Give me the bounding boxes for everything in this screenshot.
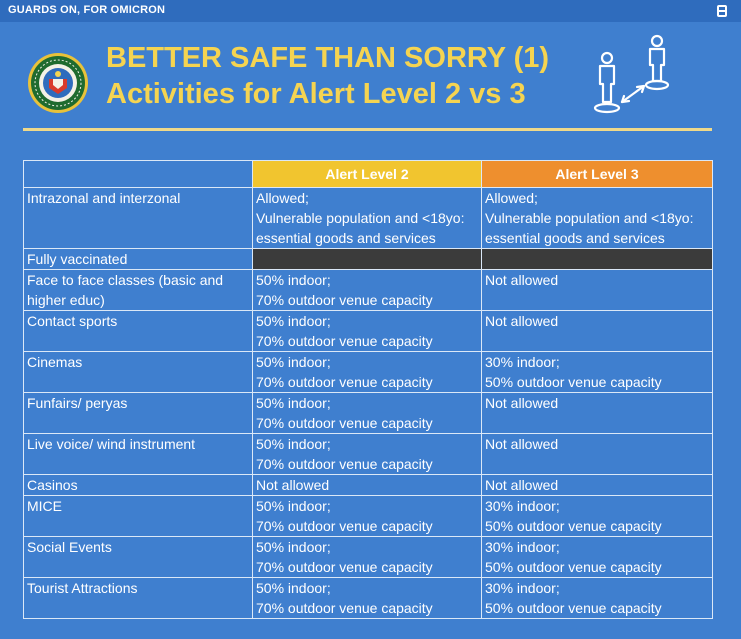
- activity-cell: Casinos: [23, 474, 253, 496]
- alert2-cell: 50% indoor; 70% outdoor venue capacity: [252, 269, 482, 311]
- alert3-cell: Not allowed: [481, 269, 713, 311]
- page-title: BETTER SAFE THAN SORRY (1) Activities fo…: [106, 40, 549, 112]
- corner-logo-icon: [717, 5, 727, 17]
- alert2-cell: [252, 248, 482, 270]
- activity-cell: Fully vaccinated: [23, 248, 253, 270]
- table-row: Face to face classes (basic and higher e…: [23, 269, 713, 311]
- alert2-cell: 50% indoor; 70% outdoor venue capacity: [252, 536, 482, 578]
- alert3-cell: 30% indoor; 50% outdoor venue capacity: [481, 536, 713, 578]
- top-bar: GUARDS ON, FOR OMICRON: [0, 0, 741, 22]
- campaign-tag: GUARDS ON, FOR OMICRON: [8, 4, 166, 16]
- alert2-cell: 50% indoor; 70% outdoor venue capacity: [252, 495, 482, 537]
- activity-cell: Contact sports: [23, 310, 253, 352]
- alert2-cell: 50% indoor; 70% outdoor venue capacity: [252, 310, 482, 352]
- activity-cell: Cinemas: [23, 351, 253, 393]
- alert2-cell: Allowed; Vulnerable population and <18yo…: [252, 187, 482, 249]
- table-row: Intrazonal and interzonal Allowed; Vulne…: [23, 187, 713, 249]
- table-row: Tourist Attractions 50% indoor; 70% outd…: [23, 577, 713, 619]
- alert3-cell: Not allowed: [481, 310, 713, 352]
- doh-seal-icon: [28, 53, 88, 113]
- activity-cell: Funfairs/ peryas: [23, 392, 253, 434]
- alert2-cell: 50% indoor; 70% outdoor venue capacity: [252, 392, 482, 434]
- alert2-cell: 50% indoor; 70% outdoor venue capacity: [252, 433, 482, 475]
- title-divider: [23, 128, 712, 131]
- table-row: Casinos Not allowed Not allowed: [23, 474, 713, 496]
- table-row: Contact sports 50% indoor; 70% outdoor v…: [23, 310, 713, 352]
- social-distancing-icon: [593, 34, 670, 114]
- table-row: Cinemas 50% indoor; 70% outdoor venue ca…: [23, 351, 713, 393]
- activity-cell: MICE: [23, 495, 253, 537]
- title-line-1: BETTER SAFE THAN SORRY (1): [106, 42, 550, 74]
- alert3-cell: Not allowed: [481, 474, 713, 496]
- alert-level-table: Alert Level 2 Alert Level 3 Intrazonal a…: [23, 160, 713, 619]
- title-line-2: Activities for Alert Level 2 vs 3: [106, 78, 526, 110]
- alert3-cell: Not allowed: [481, 392, 713, 434]
- alert3-cell: 30% indoor; 50% outdoor venue capacity: [481, 577, 713, 619]
- table-row: Fully vaccinated: [23, 248, 713, 270]
- header-alert-level-3: Alert Level 3: [481, 160, 713, 188]
- activity-cell: Live voice/ wind instrument: [23, 433, 253, 475]
- table-header-row: Alert Level 2 Alert Level 3: [23, 160, 713, 188]
- header-blank-cell: [23, 160, 253, 188]
- activity-cell: Intrazonal and interzonal: [23, 187, 253, 249]
- alert3-cell: 30% indoor; 50% outdoor venue capacity: [481, 495, 713, 537]
- table-row: MICE 50% indoor; 70% outdoor venue capac…: [23, 495, 713, 537]
- alert2-cell: Not allowed: [252, 474, 482, 496]
- header-alert-level-2: Alert Level 2: [252, 160, 482, 188]
- activity-cell: Social Events: [23, 536, 253, 578]
- alert3-cell: Not allowed: [481, 433, 713, 475]
- activity-cell: Face to face classes (basic and higher e…: [23, 269, 253, 311]
- table-row: Social Events 50% indoor; 70% outdoor ve…: [23, 536, 713, 578]
- alert2-cell: 50% indoor; 70% outdoor venue capacity: [252, 351, 482, 393]
- table-row: Live voice/ wind instrument 50% indoor; …: [23, 433, 713, 475]
- alert3-cell: Allowed; Vulnerable population and <18yo…: [481, 187, 713, 249]
- alert3-cell: 30% indoor; 50% outdoor venue capacity: [481, 351, 713, 393]
- table-row: Funfairs/ peryas 50% indoor; 70% outdoor…: [23, 392, 713, 434]
- alert3-cell: [481, 248, 713, 270]
- activity-cell: Tourist Attractions: [23, 577, 253, 619]
- alert2-cell: 50% indoor; 70% outdoor venue capacity: [252, 577, 482, 619]
